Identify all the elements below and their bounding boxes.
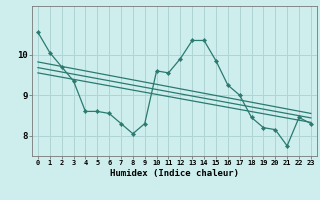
- X-axis label: Humidex (Indice chaleur): Humidex (Indice chaleur): [110, 169, 239, 178]
